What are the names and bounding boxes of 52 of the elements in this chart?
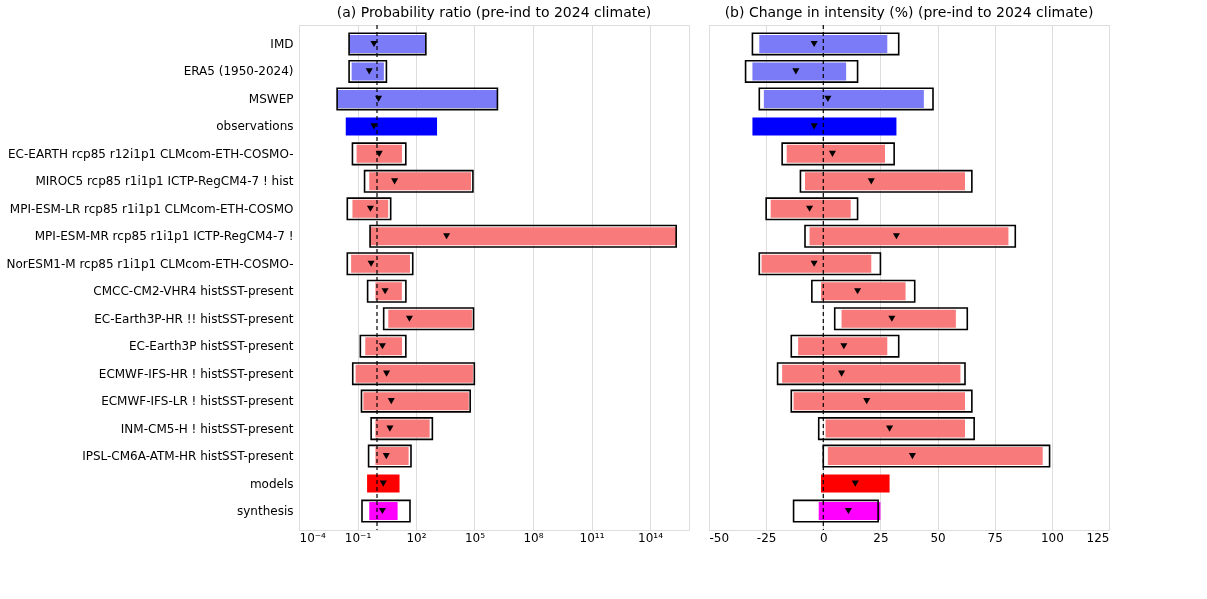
point <box>824 95 832 102</box>
y-tick-label: MIROC5 rcp85 r1i1p1 ICTP-RegCM4-7 ! hist <box>35 174 294 189</box>
point <box>892 233 900 240</box>
point <box>810 123 818 130</box>
y-tick-label: IMD <box>270 36 294 51</box>
chart-title: (a) Probability ratio (pre-ind to 2024 climate) <box>336 4 652 21</box>
bar <box>382 307 475 331</box>
y-tick-label: ECMWF-IFS-LR ! histSST-present <box>101 394 294 409</box>
x-tick-label: -25 <box>756 530 777 545</box>
point <box>867 178 875 185</box>
y-tick-label: observations <box>216 119 294 134</box>
point <box>844 507 852 515</box>
bar <box>345 117 438 136</box>
x-tick-label: 25 <box>873 530 889 545</box>
y-tick-label: synthesis <box>237 504 294 519</box>
x-tick-label: 10¹⁴ <box>638 530 664 545</box>
point <box>863 398 871 405</box>
x-tick-label: 10⁵ <box>464 530 486 545</box>
x-tick-label: 10¹¹ <box>579 530 605 545</box>
y-tick-label: CMCC-CM2-VHR4 histSST-present <box>93 284 294 299</box>
x-tick-label: 50 <box>930 530 946 545</box>
x-tick-label: -50 <box>709 530 730 545</box>
y-tick-label: EC-Earth3P-HR !! histSST-present <box>94 311 294 326</box>
x-tick-label: 10² <box>406 530 427 545</box>
y-tick-label: models <box>249 476 294 491</box>
y-tick-label: ERA5 (1950-2024) <box>183 64 294 79</box>
x-tick-label: 10⁻⁴ <box>299 530 327 545</box>
x-tick-label: 125 <box>1086 530 1110 545</box>
y-tick-label: MPI-ESM-MR rcp85 r1i1p1 ICTP-RegCM4-7 ! <box>34 229 294 244</box>
y-tick-label: ECMWF-IFS-HR ! histSST-present <box>98 366 294 381</box>
point <box>792 68 800 75</box>
x-tick-label: 10⁸ <box>523 530 544 545</box>
y-tick-label: MSWEP <box>248 91 294 106</box>
y-tick-label: EC-Earth3P histSST-present <box>129 339 294 354</box>
point <box>806 205 814 212</box>
x-tick-label: 75 <box>987 530 1003 545</box>
y-tick-label: NorESM1-M rcp85 r1i1p1 CLMcom-ETH-COSMO- <box>6 256 294 271</box>
y-tick-label: MPI-ESM-LR rcp85 r1i1p1 CLMcom-ETH-COSMO <box>9 201 294 216</box>
x-tick-label: 0 <box>819 530 828 545</box>
chart-title: (b) Change in intensity (%) (pre-ind to 2024 climate) <box>724 4 1094 21</box>
y-tick-label: IPSL-CM6A-ATM-HR histSST-present <box>82 449 294 464</box>
point <box>828 150 836 157</box>
bar <box>367 474 400 493</box>
x-tick-label: 100 <box>1040 530 1064 545</box>
bar <box>369 502 398 521</box>
point <box>908 453 916 460</box>
point <box>810 40 818 48</box>
point <box>840 343 848 350</box>
y-tick-label: EC-EARTH rcp85 r12i1p1 CLMcom-ETH-COSMO- <box>8 146 294 161</box>
y-tick-label: INM-CM5-H ! histSST-present <box>120 421 294 436</box>
x-tick-label: 10⁻¹ <box>344 530 372 545</box>
point <box>854 288 862 295</box>
